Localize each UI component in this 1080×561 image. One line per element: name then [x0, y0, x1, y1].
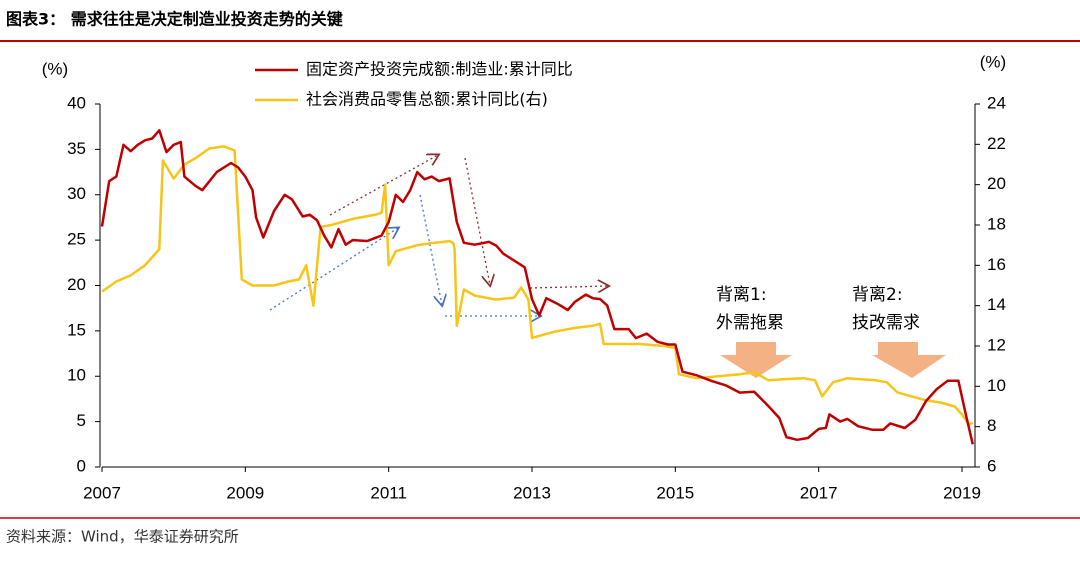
- y-tick-label: 30: [67, 184, 86, 203]
- x-tick-label: 2013: [513, 483, 551, 502]
- y2-tick-label: 12: [987, 335, 1006, 354]
- y2-tick-label: 24: [987, 93, 1006, 112]
- annotation: 背离1:: [716, 285, 767, 305]
- arrow: [269, 228, 398, 311]
- annotation: 技改需求: [852, 313, 920, 333]
- y2-tick-label: 18: [987, 214, 1006, 233]
- y-tick-label: 0: [77, 456, 86, 475]
- x-tick-label: 2007: [83, 483, 121, 502]
- y-tick-label: 15: [67, 320, 86, 339]
- x-tick-label: 2019: [943, 483, 981, 502]
- x-tick-label: 2009: [226, 483, 264, 502]
- y2-tick-label: 8: [987, 416, 996, 435]
- annotation: 外需拖累: [716, 313, 784, 333]
- annotation: 背离2:: [852, 285, 903, 305]
- block-arrow: [720, 342, 792, 378]
- arrow: [419, 194, 442, 305]
- y2-tick-label: 16: [987, 255, 1006, 274]
- series-line: [100, 129, 975, 445]
- arrow: [464, 157, 490, 285]
- block-arrow: [872, 342, 946, 378]
- y2-tick-label: 6: [987, 456, 996, 475]
- y-tick-label: 25: [67, 230, 86, 249]
- y2-tick-label: 22: [987, 134, 1006, 153]
- chart-title: 图表3： 需求往往是决定制造业投资走势的关键: [6, 10, 343, 29]
- x-tick-label: 2015: [656, 483, 694, 502]
- y-tick-label: 20: [67, 275, 86, 294]
- legend-label: 固定资产投资完成额:制造业:累计同比: [306, 60, 573, 79]
- y-axis-label: (%): [42, 59, 68, 78]
- y-tick-label: 5: [77, 411, 86, 430]
- y2-tick-label: 14: [987, 295, 1006, 314]
- y2-axis-label: (%): [980, 52, 1006, 71]
- y-tick-label: 40: [67, 93, 86, 112]
- y-tick-label: 35: [67, 139, 86, 158]
- y-tick-label: 10: [67, 366, 86, 385]
- y2-tick-label: 10: [987, 376, 1006, 395]
- x-tick-label: 2011: [370, 483, 407, 502]
- series-line: [101, 145, 974, 426]
- y2-tick-label: 20: [987, 174, 1006, 193]
- source: 资料来源：Wind，华泰证券研究所: [6, 528, 239, 546]
- legend-label: 社会消费品零售总额:累计同比(右): [306, 90, 548, 109]
- x-tick-label: 2017: [800, 483, 838, 502]
- arrow: [529, 286, 608, 288]
